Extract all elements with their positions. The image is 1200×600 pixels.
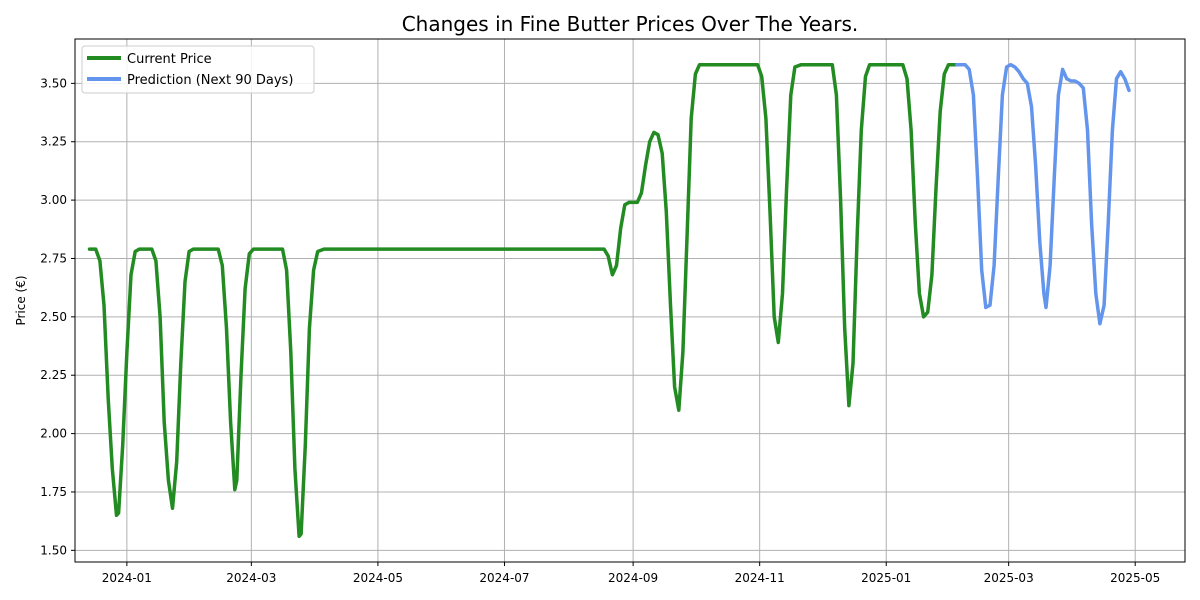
series-line-1	[955, 62, 1131, 326]
y-tick-label: 1.50	[40, 543, 67, 557]
y-axis-ticks: 1.50 1.75 2.00 2.25 2.50 2.75 3.00 3.25 3.50	[40, 76, 75, 557]
x-tick-label: 2024-05	[353, 571, 403, 585]
x-tick-label: 2024-07	[479, 571, 529, 585]
x-tick-label: 2024-11	[735, 571, 785, 585]
x-tick-label: 2025-01	[861, 571, 911, 585]
plot-frame	[74, 38, 1186, 563]
y-axis-label: Price (€)	[14, 275, 28, 325]
legend-label-current-price: Current Price	[127, 52, 212, 67]
y-tick-label: 2.75	[40, 251, 67, 265]
series-line-0	[87, 62, 959, 539]
series-lines	[87, 62, 1131, 539]
x-tick-label: 2025-05	[1110, 571, 1160, 585]
y-tick-label: 1.75	[40, 485, 67, 499]
legend-box	[81, 45, 315, 94]
y-tick-label: 2.25	[40, 368, 67, 382]
chart-title: Changes in Fine Butter Prices Over The Y…	[402, 12, 859, 36]
x-tick-label: 2024-03	[226, 571, 276, 585]
x-tick-label: 2024-01	[102, 571, 152, 585]
grid-lines	[75, 39, 1185, 562]
y-tick-label: 3.50	[40, 76, 67, 90]
y-tick-label: 2.50	[40, 310, 67, 324]
y-tick-label: 3.25	[40, 135, 67, 149]
legend: Current Price Prediction (Next 90 Days)	[81, 45, 315, 94]
x-tick-label: 2025-03	[984, 571, 1034, 585]
x-axis-ticks: 2024-01 2024-03 2024-05 2024-07 2024-09 2024-…	[102, 562, 1160, 585]
y-tick-label: 2.00	[40, 427, 67, 441]
x-tick-label: 2024-09	[608, 571, 658, 585]
legend-label-prediction: Prediction (Next 90 Days)	[127, 73, 293, 88]
y-tick-label: 3.00	[40, 193, 67, 207]
